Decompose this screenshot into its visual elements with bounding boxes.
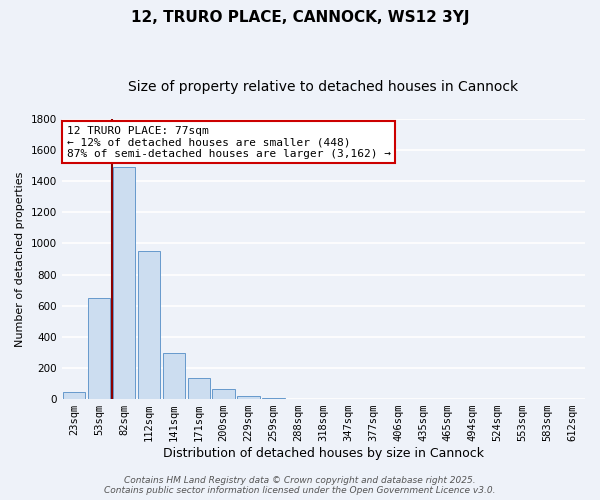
Text: 12, TRURO PLACE, CANNOCK, WS12 3YJ: 12, TRURO PLACE, CANNOCK, WS12 3YJ <box>131 10 469 25</box>
Bar <box>88 298 110 399</box>
Bar <box>137 251 160 399</box>
Y-axis label: Number of detached properties: Number of detached properties <box>15 171 25 346</box>
Text: Contains HM Land Registry data © Crown copyright and database right 2025.
Contai: Contains HM Land Registry data © Crown c… <box>104 476 496 495</box>
Bar <box>212 389 235 399</box>
Text: 12 TRURO PLACE: 77sqm
← 12% of detached houses are smaller (448)
87% of semi-det: 12 TRURO PLACE: 77sqm ← 12% of detached … <box>67 126 391 159</box>
Bar <box>262 398 285 399</box>
Bar <box>238 396 260 399</box>
X-axis label: Distribution of detached houses by size in Cannock: Distribution of detached houses by size … <box>163 447 484 460</box>
Bar <box>163 353 185 399</box>
Bar <box>188 378 210 399</box>
Title: Size of property relative to detached houses in Cannock: Size of property relative to detached ho… <box>128 80 518 94</box>
Bar <box>113 167 135 399</box>
Bar <box>63 392 85 399</box>
